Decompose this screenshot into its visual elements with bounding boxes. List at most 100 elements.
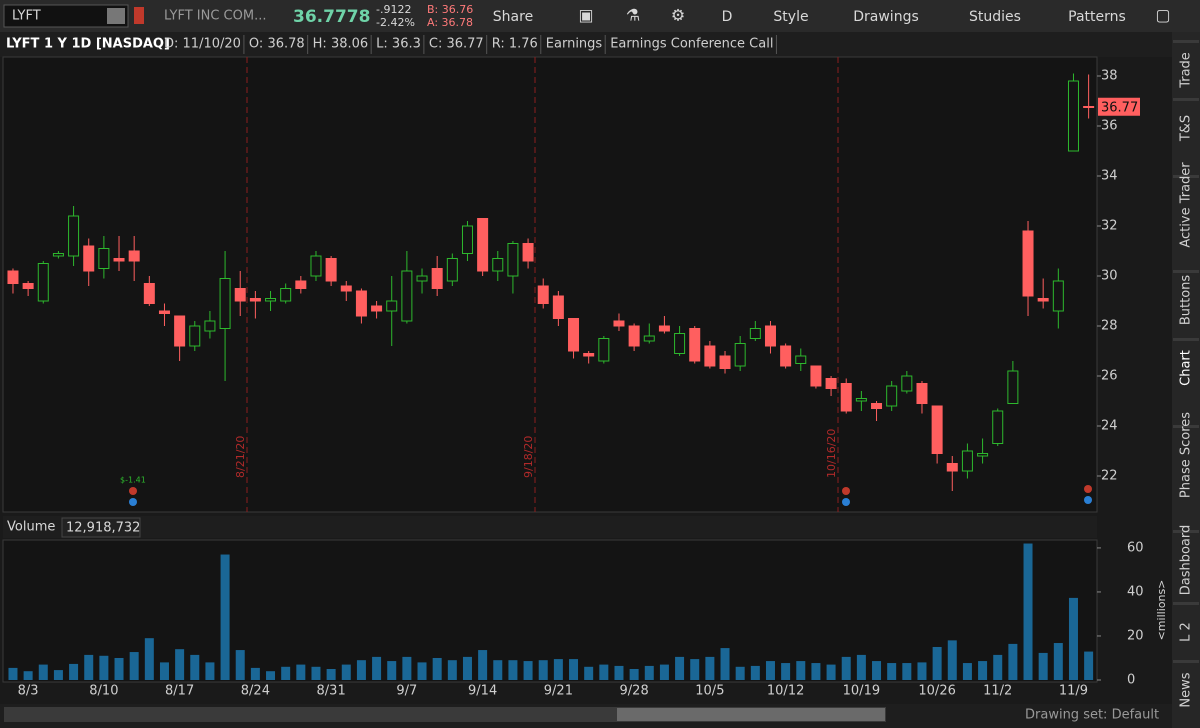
- volume-bar: [372, 656, 382, 680]
- x-tick-label: 9/7: [396, 684, 417, 699]
- y-tick-label: 26: [1101, 369, 1118, 384]
- candle-body: [719, 355, 731, 369]
- volume-bar: [720, 648, 730, 680]
- x-tick-label: 8/31: [317, 684, 346, 699]
- candle-body: [158, 310, 170, 314]
- toolbar-button-label: Patterns: [1068, 9, 1126, 25]
- symbol-dropdown[interactable]: [107, 8, 125, 24]
- volume-bar: [705, 656, 715, 680]
- candle-body: [189, 325, 201, 347]
- candle-body: [749, 328, 761, 339]
- y-tick-label: 32: [1101, 219, 1118, 234]
- volume-bar: [432, 657, 442, 680]
- sidebar-tab-label[interactable]: Chart: [1179, 350, 1194, 386]
- y-tick-label: 22: [1101, 469, 1118, 484]
- volume-bar: [266, 671, 276, 680]
- volume-bar: [523, 661, 533, 680]
- x-tick-label: 8/17: [165, 684, 194, 699]
- earnings-icon[interactable]: [129, 498, 137, 506]
- header-field: D: 11/10/20: [164, 37, 241, 52]
- toolbar-icon[interactable]: ▣: [578, 6, 593, 25]
- candle-body: [1083, 106, 1095, 108]
- sidebar-tab-label[interactable]: News: [1179, 672, 1194, 707]
- candle-body: [234, 288, 246, 302]
- scroll-thumb[interactable]: [617, 708, 885, 721]
- volume-bar: [84, 654, 94, 680]
- candle-body: [886, 385, 898, 407]
- sidebar-tab-label[interactable]: T&S: [1179, 115, 1194, 142]
- volume-bar: [387, 661, 397, 680]
- candle-body: [658, 325, 670, 332]
- sidebar-tab-label[interactable]: Buttons: [1179, 275, 1194, 326]
- sidebar-tab-label[interactable]: L 2: [1179, 622, 1194, 642]
- volume-bar: [159, 662, 169, 680]
- earnings-icon[interactable]: [842, 487, 850, 495]
- y-tick-label: 60: [1127, 540, 1144, 555]
- volume-bar: [99, 655, 109, 680]
- candle-body: [795, 355, 807, 364]
- x-tick-label: 10/12: [767, 684, 804, 699]
- toolbar-icon[interactable]: ⚙: [671, 6, 685, 25]
- candle-body: [325, 258, 337, 282]
- candle-body: [1067, 80, 1079, 152]
- sidebar-tab-label[interactable]: Phase Scores: [1179, 412, 1194, 498]
- volume-bar: [493, 660, 503, 680]
- volume-bar: [341, 664, 351, 680]
- earnings-icon[interactable]: [842, 498, 850, 506]
- candle-body: [37, 263, 49, 302]
- toolbar-button-label: Drawings: [853, 9, 919, 25]
- volume-bar: [872, 661, 882, 680]
- candle-body: [1007, 370, 1019, 404]
- price-bubble: [1098, 97, 1140, 116]
- candle-body: [901, 375, 913, 392]
- header-field: L: 36.3: [376, 37, 421, 52]
- volume-bar: [584, 666, 594, 680]
- header-field: Earnings: [546, 37, 603, 52]
- earnings-icon[interactable]: [1084, 485, 1092, 493]
- sidebar-tab: [1173, 660, 1199, 663]
- volume-bar: [978, 661, 988, 680]
- sidebar-tab-label[interactable]: Active Trader: [1179, 162, 1194, 248]
- toolbar-icon[interactable]: ⚗: [626, 6, 640, 25]
- volume-bar: [190, 654, 200, 680]
- sidebar-tab-label[interactable]: Dashboard: [1179, 525, 1194, 596]
- earnings-icon[interactable]: [1084, 496, 1092, 504]
- volume-bar: [1023, 543, 1033, 680]
- candle-body: [68, 215, 80, 257]
- volume-bar: [356, 660, 366, 680]
- chart-title: LYFT 1 Y 1D [NASDAQ]: [6, 37, 170, 52]
- volume-bar: [947, 640, 957, 680]
- candle-body: [174, 315, 186, 347]
- candle-body: [143, 283, 155, 304]
- volume-bar: [599, 664, 609, 680]
- link-icon[interactable]: [134, 7, 144, 24]
- volume-bar: [856, 654, 866, 680]
- volume-bar: [38, 664, 48, 680]
- toolbar-icon[interactable]: ▢: [1155, 6, 1170, 25]
- volume-bar: [569, 659, 579, 680]
- candle-body: [204, 320, 216, 332]
- bid: B: 36.76: [427, 3, 473, 16]
- sidebar-tab-label[interactable]: Trade: [1179, 52, 1194, 89]
- candle-body: [477, 218, 489, 272]
- volume-bar: [735, 666, 745, 680]
- volume-bar: [675, 656, 685, 680]
- volume-bar: [144, 638, 154, 680]
- candle-body: [734, 343, 746, 367]
- volume-bar: [932, 646, 942, 680]
- volume-bar: [826, 664, 836, 680]
- candle-body: [628, 325, 640, 347]
- volume-bar: [23, 671, 33, 680]
- volume-bar: [644, 665, 654, 680]
- candle-body: [355, 290, 367, 317]
- toolbar-button[interactable]: [697, 5, 723, 27]
- axis-unit: <millions>: [1155, 580, 1168, 641]
- candle-body: [295, 280, 307, 289]
- candle-body: [431, 268, 443, 289]
- symbol-box[interactable]: [3, 4, 129, 28]
- volume-bar: [659, 664, 669, 680]
- x-tick-label: 11/9: [1059, 684, 1088, 699]
- earnings-icon[interactable]: [129, 487, 137, 495]
- volume-title: Volume: [7, 520, 55, 535]
